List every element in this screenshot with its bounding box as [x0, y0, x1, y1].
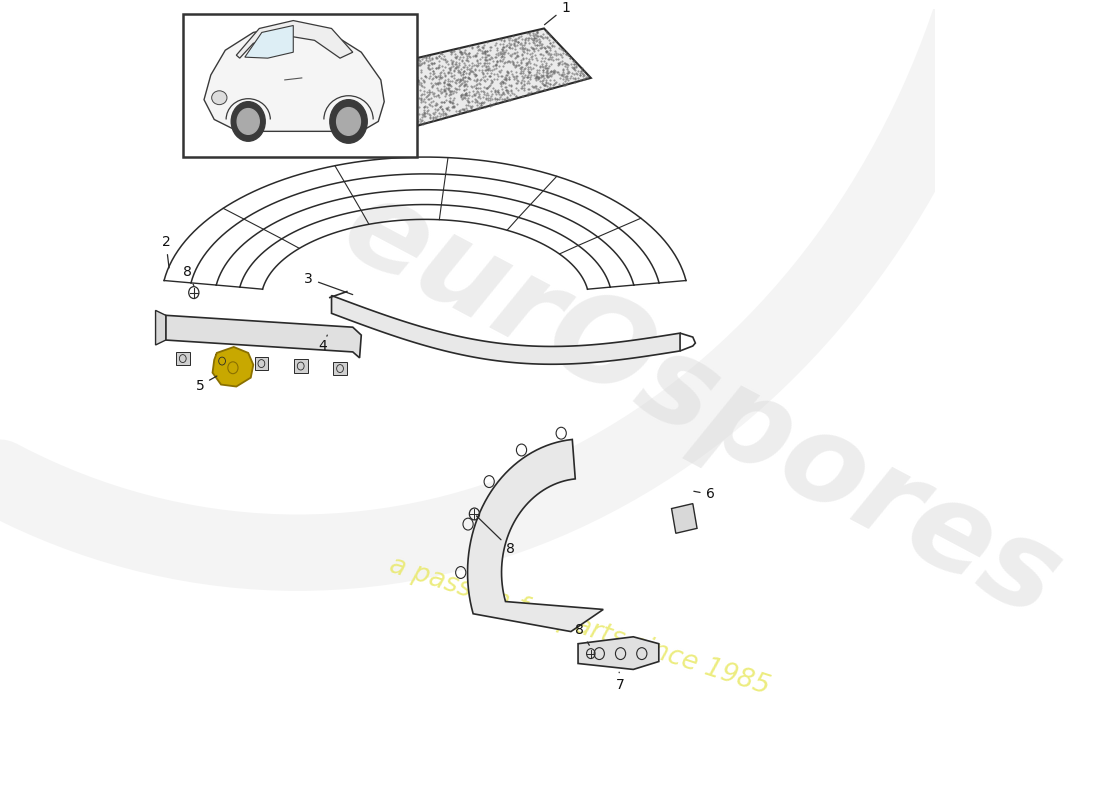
Text: 3: 3	[305, 272, 353, 294]
Text: eurOspores: eurOspores	[323, 166, 1079, 642]
Bar	[333, 362, 346, 375]
Circle shape	[231, 102, 265, 142]
Polygon shape	[236, 21, 353, 58]
Polygon shape	[468, 439, 603, 631]
Text: 5: 5	[196, 376, 217, 393]
Circle shape	[330, 100, 367, 143]
Polygon shape	[578, 637, 659, 670]
Bar	[294, 359, 308, 373]
Bar	[176, 352, 189, 366]
Text: 8: 8	[476, 516, 515, 556]
Polygon shape	[166, 315, 361, 358]
Text: 8: 8	[183, 265, 194, 286]
Text: 4: 4	[319, 335, 328, 353]
Polygon shape	[204, 26, 384, 131]
Text: 7: 7	[616, 672, 625, 692]
Circle shape	[238, 109, 260, 134]
Circle shape	[337, 108, 361, 135]
Bar	[183, 14, 417, 157]
Polygon shape	[672, 504, 697, 534]
Ellipse shape	[211, 90, 227, 105]
Text: 6: 6	[694, 487, 714, 502]
Polygon shape	[331, 295, 680, 364]
Bar	[254, 357, 268, 370]
Polygon shape	[245, 26, 294, 58]
Polygon shape	[155, 310, 166, 345]
Bar	[216, 354, 229, 368]
Text: 2: 2	[162, 235, 170, 268]
Text: 1: 1	[544, 1, 570, 25]
Text: a passion for parts since 1985: a passion for parts since 1985	[386, 552, 773, 700]
Polygon shape	[212, 347, 253, 386]
Text: 8: 8	[575, 623, 590, 646]
Polygon shape	[331, 29, 591, 135]
